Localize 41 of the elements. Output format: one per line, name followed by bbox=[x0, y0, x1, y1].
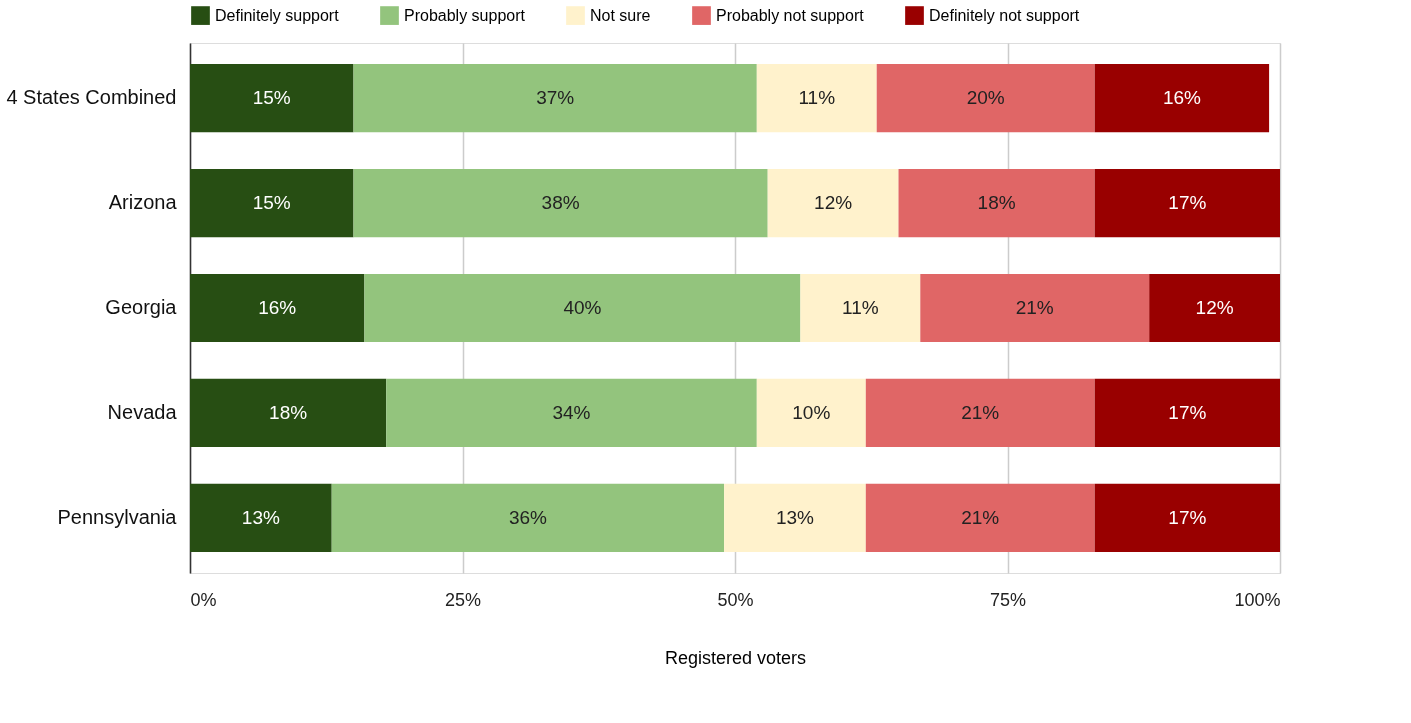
data-label: 21% bbox=[961, 401, 1000, 423]
data-label: 20% bbox=[966, 87, 1005, 109]
data-label: 38% bbox=[541, 192, 580, 214]
x-tick-label: 75% bbox=[989, 589, 1027, 610]
data-label: 13% bbox=[241, 506, 280, 528]
x-tick-label: 0% bbox=[190, 589, 217, 610]
data-label: 11% bbox=[798, 87, 836, 109]
data-label: 10% bbox=[792, 401, 831, 423]
data-label: 17% bbox=[1168, 192, 1207, 214]
y-tick-label: Georgia bbox=[105, 296, 178, 318]
data-label: 16% bbox=[1162, 87, 1202, 109]
data-label: 17% bbox=[1168, 506, 1207, 528]
x-tick-label: 100% bbox=[1234, 589, 1281, 610]
legend-label: Not sure bbox=[590, 6, 651, 24]
x-tick-label: 50% bbox=[717, 589, 754, 610]
data-label: 15% bbox=[252, 192, 291, 214]
data-label: 16% bbox=[258, 297, 297, 318]
data-label: 37% bbox=[536, 87, 575, 109]
data-label: 12% bbox=[814, 192, 853, 214]
legend-label: Definitely support bbox=[215, 6, 340, 24]
data-label: 13% bbox=[775, 506, 815, 528]
legend-label: Probably not support bbox=[716, 6, 865, 24]
data-label: 11% bbox=[842, 297, 879, 318]
x-tick-label: 25% bbox=[444, 589, 482, 610]
y-tick-label: Pennsylvania bbox=[57, 505, 178, 528]
legend-label: Probably support bbox=[404, 6, 526, 24]
data-label: 21% bbox=[1015, 297, 1054, 318]
data-label: 15% bbox=[252, 87, 291, 109]
data-label: 21% bbox=[961, 506, 1000, 528]
data-label: 17% bbox=[1168, 401, 1207, 423]
data-label: 34% bbox=[552, 401, 591, 423]
y-tick-label: Arizona bbox=[108, 191, 178, 214]
x-axis-title: Registered voters bbox=[664, 647, 807, 668]
data-label: 36% bbox=[508, 506, 548, 528]
y-tick-label: Nevada bbox=[107, 400, 178, 423]
data-label: 18% bbox=[977, 192, 1016, 214]
data-label: 18% bbox=[269, 401, 308, 423]
legend-label: Definitely not support bbox=[929, 6, 1080, 24]
data-label: 40% bbox=[563, 297, 602, 318]
y-tick-label: 4 States Combined bbox=[6, 86, 177, 109]
data-label: 12% bbox=[1195, 297, 1234, 318]
